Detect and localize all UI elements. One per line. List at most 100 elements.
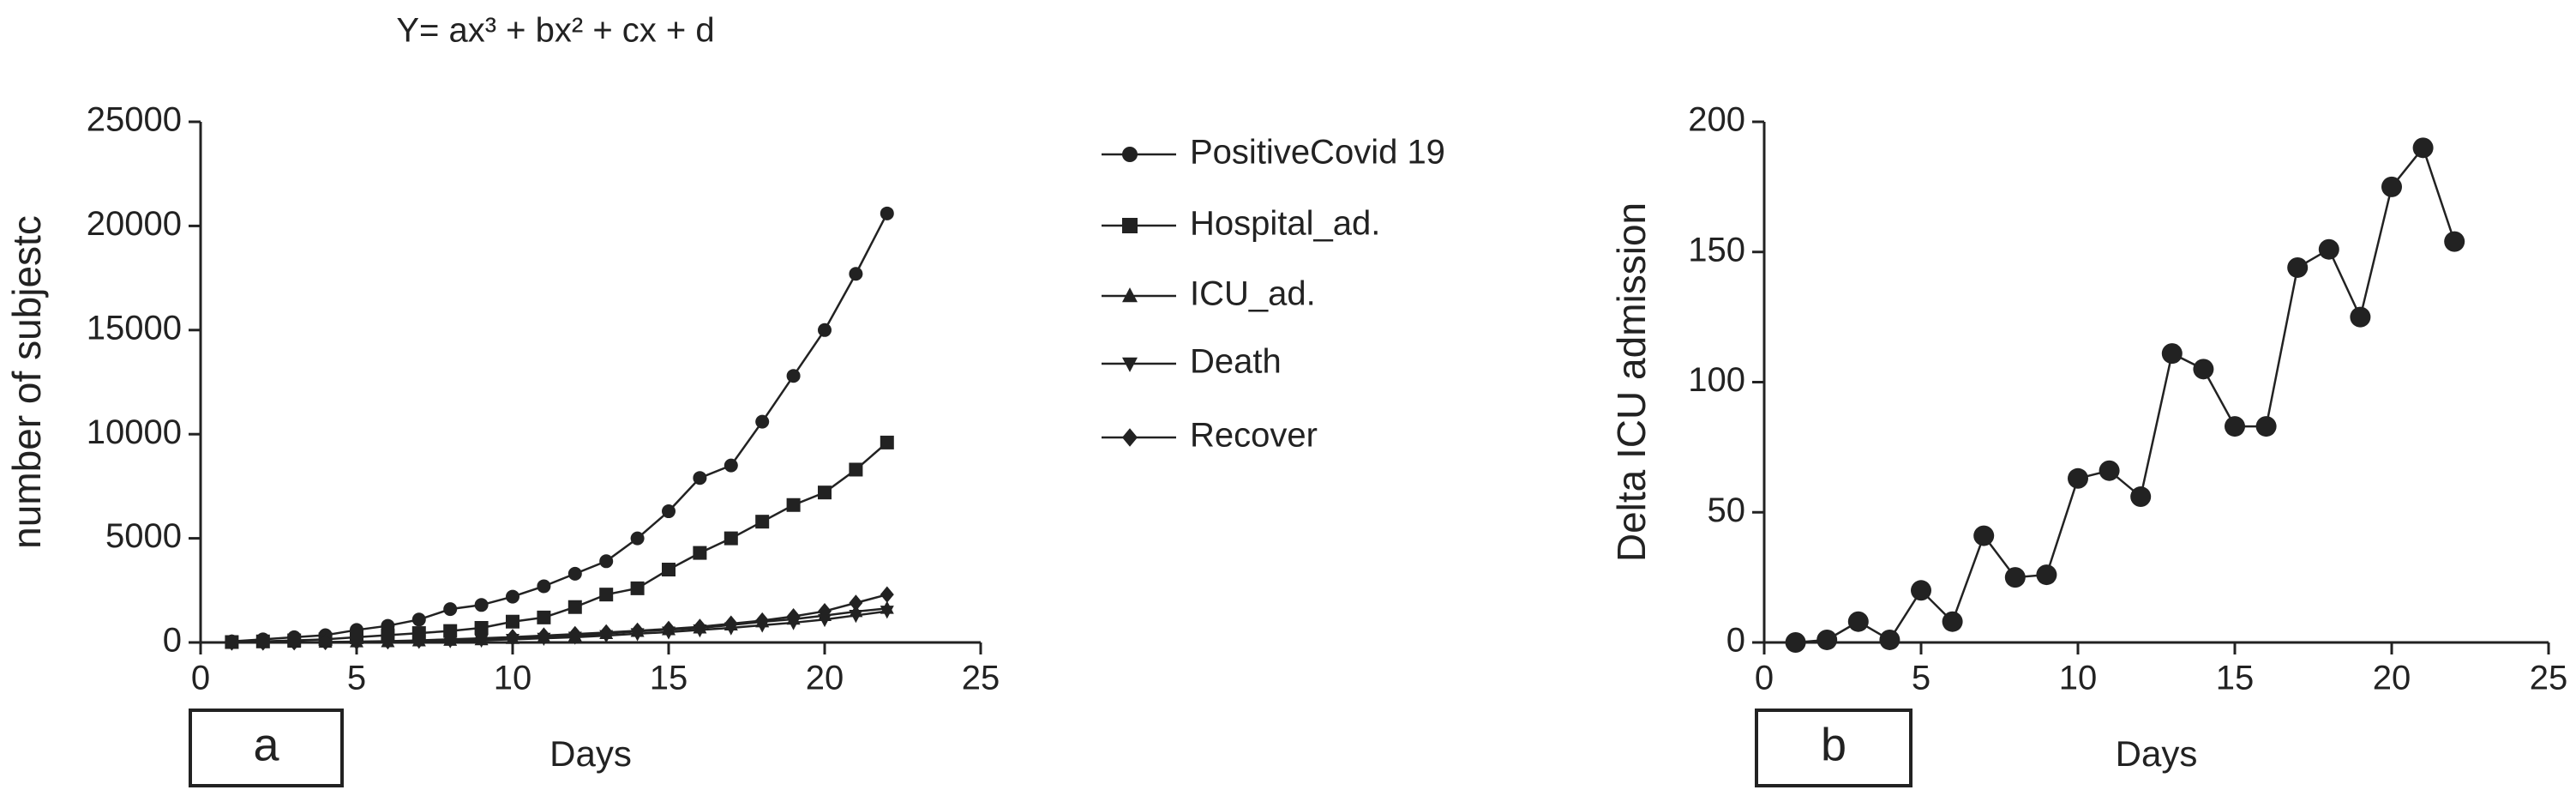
data-point — [630, 531, 645, 546]
data-point — [474, 621, 489, 636]
data-point — [474, 630, 489, 647]
legend-label: Recover — [1190, 417, 1318, 455]
data-point — [506, 629, 519, 646]
x-tick-label: 10 — [494, 660, 532, 697]
x-tick-label: 10 — [2059, 660, 2098, 697]
data-point — [818, 485, 832, 500]
data-point — [786, 369, 801, 383]
y-tick-label: 5000 — [105, 517, 182, 555]
panel-label: b — [1821, 719, 1846, 770]
data-point — [537, 579, 551, 594]
panel-box — [189, 709, 344, 787]
data-point — [724, 615, 738, 632]
y-axis-title: Delta ICU admission — [1609, 202, 1654, 562]
data-point — [818, 602, 832, 620]
data-point — [1942, 611, 1963, 632]
data-point — [567, 566, 582, 581]
data-point — [287, 634, 302, 651]
data-point — [2412, 137, 2434, 159]
data-point — [724, 531, 738, 546]
data-point — [2193, 359, 2214, 380]
legend-label: ICU_ad. — [1190, 275, 1316, 313]
data-point — [2130, 486, 2152, 508]
y-tick-label: 50 — [1708, 491, 1746, 529]
y-tick-label: 15000 — [87, 309, 182, 347]
data-point — [443, 602, 458, 617]
legend-marker — [1122, 287, 1138, 303]
data-line — [231, 213, 888, 643]
data-point — [1973, 525, 1995, 546]
y-tick-label: 25000 — [87, 101, 182, 139]
data-point — [599, 588, 614, 602]
legend-label: PositiveCovid 19 — [1190, 134, 1445, 172]
data-point — [1785, 632, 1806, 653]
data-point — [2099, 460, 2120, 481]
data-point — [755, 414, 770, 429]
data-point — [2161, 343, 2183, 365]
data-point — [537, 627, 551, 644]
y-tick-label: 0 — [1726, 622, 1745, 660]
data-point — [849, 462, 863, 477]
data-point — [2068, 467, 2088, 489]
x-axis-title: Days — [2116, 733, 2198, 774]
data-point — [443, 624, 458, 638]
data-point — [599, 554, 614, 569]
x-axis-title: Days — [549, 733, 632, 774]
data-line — [231, 593, 888, 644]
data-point — [662, 620, 676, 637]
panel-box — [1755, 709, 1912, 787]
data-point — [693, 471, 707, 485]
data-point — [2255, 416, 2277, 437]
data-point — [849, 267, 863, 281]
data-point — [2318, 238, 2339, 260]
legend-label: Death — [1190, 343, 1282, 381]
data-point — [474, 598, 489, 612]
data-point — [755, 612, 770, 630]
data-point — [2287, 256, 2309, 278]
data-point — [2444, 231, 2465, 252]
data-point — [1847, 611, 1869, 632]
data-point — [1911, 580, 1931, 601]
data-point — [318, 633, 333, 651]
data-point — [2350, 306, 2371, 328]
y-tick-label: 0 — [163, 622, 182, 660]
data-point — [693, 618, 707, 636]
data-point — [662, 504, 676, 519]
data-point — [1879, 629, 1900, 650]
x-tick-label: 5 — [347, 660, 366, 697]
data-point — [724, 458, 738, 473]
data-point — [506, 614, 519, 629]
y-tick-label: 20000 — [87, 205, 182, 243]
data-point — [2225, 416, 2245, 437]
data-point — [849, 594, 863, 612]
data-point — [1816, 629, 1838, 650]
data-point — [662, 563, 676, 577]
panel-label: a — [253, 719, 279, 770]
data-point — [630, 622, 645, 640]
data-point — [255, 634, 270, 651]
data-point — [880, 206, 894, 220]
y-tick-label: 10000 — [87, 413, 182, 451]
data-point — [880, 586, 894, 603]
y-tick-label: 200 — [1688, 101, 1745, 139]
data-point — [818, 323, 832, 337]
legend-label: Hospital_ad. — [1190, 205, 1380, 243]
x-tick-label: 0 — [1755, 660, 1774, 697]
x-tick-label: 20 — [806, 660, 844, 697]
x-tick-label: 0 — [191, 660, 210, 697]
data-point — [506, 589, 519, 604]
data-point — [818, 613, 832, 628]
x-tick-label: 15 — [2216, 660, 2255, 697]
data-point — [2004, 567, 2026, 588]
data-point — [880, 606, 894, 619]
data-point — [225, 634, 239, 651]
legend-marker — [1122, 428, 1138, 447]
legend-marker — [1122, 357, 1138, 372]
chart-title: Y= ax³ + bx² + cx + d — [396, 12, 714, 50]
legend-marker — [1122, 147, 1138, 162]
x-tick-label: 25 — [962, 660, 1000, 697]
x-tick-label: 15 — [650, 660, 688, 697]
data-point — [411, 612, 426, 627]
data-point — [630, 581, 645, 595]
